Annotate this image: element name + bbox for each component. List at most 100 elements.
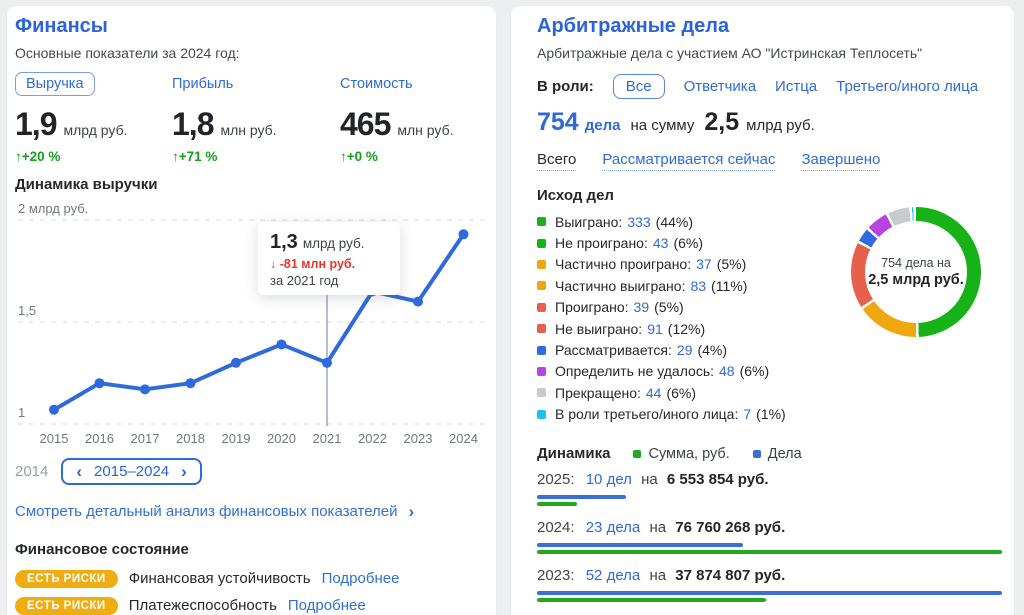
chevron-right-icon[interactable]: › <box>181 462 187 481</box>
chart-tooltip: 1,3 млрд руб. ↓ -81 млн руб. за 2021 год <box>258 222 400 295</box>
cases-conjunction: на сумму <box>630 117 695 134</box>
role-tab[interactable]: Третьего/иного лица <box>836 78 979 95</box>
svg-text:2018: 2018 <box>176 431 205 446</box>
dynamics-cases-link[interactable]: 52 дела <box>585 567 641 584</box>
outcome-label: Выиграно: <box>555 213 623 230</box>
metric-tab[interactable]: Стоимость <box>340 70 490 97</box>
cases-bar <box>537 543 743 547</box>
tooltip-delta: ↓ -81 млн руб. <box>270 257 356 271</box>
metric-column: Стоимость 465 млн руб. ↑+0 % <box>340 70 490 165</box>
role-tab[interactable]: Истца <box>775 78 818 95</box>
risk-details-link[interactable]: Подробнее <box>321 570 400 587</box>
outcome-count-link[interactable]: 83 <box>690 277 707 294</box>
revenue-chart: 2 млрд руб. 1,5 1 2015 2016 2017 2018 2019 2020 2… <box>14 196 496 452</box>
outcome-count-link[interactable]: 91 <box>647 320 663 337</box>
metric-tab-label[interactable]: Выручка <box>15 71 95 96</box>
amount-bar <box>537 502 577 506</box>
outcome-count-link[interactable]: 333 <box>627 213 651 230</box>
dynamics-title: Динамика <box>537 445 611 462</box>
status-tab[interactable]: Завершено <box>801 151 881 171</box>
cases-amount-unit: млрд руб. <box>746 117 815 134</box>
outcome-label: Не проиграно: <box>555 235 648 252</box>
role-tab[interactable]: Все <box>612 74 665 99</box>
status-tab[interactable]: Рассматривается сейчас <box>602 151 776 171</box>
chevron-right-icon[interactable]: › <box>408 502 415 521</box>
pager-range-control[interactable]: ‹ 2015–2024 › <box>61 458 202 485</box>
outcome-percent: (11%) <box>711 277 748 294</box>
donut-center-line2: 2,5 млрд руб. <box>868 272 964 288</box>
dynamics-header: Динамика Сумма, руб. Дела <box>537 445 802 462</box>
risk-details-link[interactable]: Подробнее <box>287 597 366 614</box>
donut-center-line1: 754 дела на <box>881 256 951 270</box>
outcome-color-swatch <box>537 238 546 248</box>
metric-tab-label[interactable]: Прибыль <box>172 75 234 92</box>
dynamics-row-label: 2025: 10 дел на 6 553 854 руб. <box>537 471 1002 488</box>
risk-badge: ЕСТЬ РИСКИ <box>15 569 118 588</box>
svg-text:2022: 2022 <box>358 431 387 446</box>
tooltip-value-row: 1,3 млрд руб. <box>270 231 388 254</box>
outcomes-title: Исход дел <box>537 187 614 204</box>
outcome-count-link[interactable]: 44 <box>645 384 662 401</box>
outcome-percent: (6%) <box>739 363 770 380</box>
metric-tab-label[interactable]: Стоимость <box>340 75 413 92</box>
dynamics-row: 2025: 10 дел на 6 553 854 руб. <box>537 471 1002 506</box>
metric-value: 465 млн руб. <box>340 106 490 143</box>
outcome-color-swatch <box>537 259 546 269</box>
metric-change: ↑+0 % <box>340 149 378 164</box>
arbitration-title: Арбитражные дела <box>537 15 730 37</box>
cases-count: 754 <box>537 108 579 136</box>
finance-subtitle: Основные показатели за 2024 год: <box>15 45 240 61</box>
outcome-count-link[interactable]: 48 <box>719 363 735 380</box>
year-pager: 2014 ‹ 2015–2024 › <box>15 458 202 485</box>
cases-count-unit: дела <box>584 117 621 134</box>
outcome-color-swatch <box>537 302 546 312</box>
detailed-analysis-link[interactable]: Смотреть детальный анализ финансовых пок… <box>15 503 414 520</box>
legend-label: Сумма, руб. <box>648 445 730 462</box>
svg-text:2 млрд руб.: 2 млрд руб. <box>18 201 88 216</box>
dynamics-year: 2024: <box>537 519 575 536</box>
dynamics-cases-link[interactable]: 23 дела <box>585 519 641 536</box>
revenue-line-chart[interactable]: 2 млрд руб. 1,5 1 2015 2016 2017 2018 2019 2020 2… <box>14 196 496 452</box>
chevron-left-icon[interactable]: ‹ <box>76 462 83 481</box>
svg-text:2019: 2019 <box>222 431 251 446</box>
outcome-label: Частично проиграно: <box>555 256 692 273</box>
metric-value: 1,8 млн руб. <box>172 106 340 143</box>
metric-unit: млн руб. <box>220 122 277 138</box>
metric-tab[interactable]: Прибыль <box>172 70 340 97</box>
legend-label: Дела <box>767 445 802 462</box>
outcome-color-swatch <box>537 217 546 227</box>
dynamics-conjunction: на <box>649 567 667 584</box>
metric-column: Прибыль 1,8 млн руб. ↑+71 % <box>172 70 340 165</box>
pager-prev-year[interactable]: 2014 <box>15 463 49 480</box>
outcome-label: В роли третьего/иного лица: <box>555 406 739 423</box>
dynamics-conjunction: на <box>641 471 658 488</box>
dynamics-conjunction: на <box>649 519 667 536</box>
metric-number: 1,9 <box>15 106 57 142</box>
outcome-label: Не выиграно: <box>555 320 643 337</box>
dynamics-cases-link[interactable]: 10 дел <box>585 471 632 488</box>
dynamics-amount: 37 874 807 руб. <box>675 567 786 584</box>
outcome-color-swatch <box>537 409 546 419</box>
outcomes-donut[interactable]: 754 дела на 2,5 млрд руб. <box>851 207 981 337</box>
detailed-analysis-label[interactable]: Смотреть детальный анализ финансовых пок… <box>15 503 398 520</box>
svg-text:1,5: 1,5 <box>18 303 36 318</box>
svg-text:2024: 2024 <box>449 431 478 446</box>
dynamics-row: 2023: 52 дела на 37 874 807 руб. <box>537 567 1002 602</box>
outcome-count-link[interactable]: 29 <box>676 342 693 359</box>
outcome-count-link[interactable]: 39 <box>633 299 650 316</box>
outcome-count-link[interactable]: 37 <box>696 256 712 273</box>
metric-tab[interactable]: Выручка <box>15 70 172 97</box>
metric-value: 1,9 млрд руб. <box>15 106 172 143</box>
status-tab[interactable]: Всего <box>537 151 577 171</box>
role-tabs: Все Ответчика Истца Третьего/иного лица <box>612 74 979 99</box>
outcome-count-link[interactable]: 7 <box>743 406 752 423</box>
cases-amount: 2,5 <box>704 108 740 136</box>
svg-text:2021: 2021 <box>313 431 342 446</box>
outcome-color-swatch <box>537 281 546 291</box>
outcome-label: Прекращено: <box>555 384 641 401</box>
svg-text:2015: 2015 <box>40 431 69 446</box>
outcome-count-link[interactable]: 43 <box>652 235 669 252</box>
role-tab[interactable]: Ответчика <box>683 78 757 95</box>
financial-state-title: Финансовое состояние <box>15 541 189 558</box>
